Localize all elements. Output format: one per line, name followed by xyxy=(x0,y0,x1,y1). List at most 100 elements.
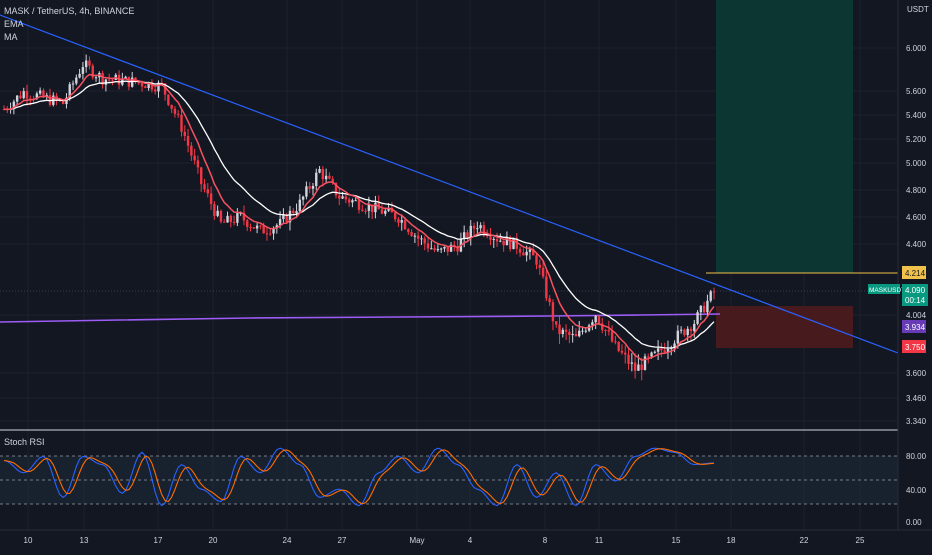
time-axis[interactable]: 10 13 17 20 24 27 May 4 8 11 15 18 22 25 xyxy=(24,536,865,545)
last-price-label: 4.090 xyxy=(905,286,926,295)
countdown-label: 00:14 xyxy=(905,296,926,305)
candle-body xyxy=(183,131,186,137)
candle-body xyxy=(502,240,505,246)
time-tick-label: 4 xyxy=(468,536,473,545)
profit-zone[interactable] xyxy=(716,0,853,273)
loss-zone[interactable] xyxy=(716,306,853,348)
time-tick-label: 11 xyxy=(595,536,604,545)
candle-body xyxy=(229,215,233,222)
candle-body xyxy=(384,210,387,214)
candle-body xyxy=(71,83,75,85)
candle-body xyxy=(81,67,85,74)
time-tick-label: 13 xyxy=(80,536,89,545)
stoch-band xyxy=(0,456,898,504)
candle-body xyxy=(472,225,476,229)
candle-body xyxy=(676,330,680,344)
candle-body xyxy=(242,212,246,221)
candle-body xyxy=(223,221,226,223)
candle-body xyxy=(393,212,397,220)
candle-body xyxy=(94,77,98,79)
candle-body xyxy=(647,356,650,358)
candle-body xyxy=(370,204,374,213)
candle-body xyxy=(361,209,364,211)
candle-body xyxy=(610,331,614,342)
candle-body xyxy=(489,236,492,240)
candle-body xyxy=(548,298,551,303)
candle-body xyxy=(12,101,16,109)
candle-body xyxy=(272,228,275,234)
target-price-label: 4.214 xyxy=(905,269,926,278)
downtrend-line[interactable] xyxy=(0,14,899,354)
candle-body xyxy=(614,341,617,343)
ma-value-label: 3.934 xyxy=(905,323,926,332)
candle-body xyxy=(259,225,262,227)
candle-body xyxy=(555,321,558,325)
candle-body xyxy=(423,238,426,244)
candle-body xyxy=(285,214,288,223)
price-axis[interactable]: 6.000 5.600 5.400 5.200 5.000 4.800 4.600 4.400… xyxy=(906,44,927,426)
candle-body xyxy=(298,199,302,212)
candle-body xyxy=(364,210,367,212)
candle-body xyxy=(170,104,173,109)
candle-body xyxy=(466,232,469,239)
indicator-ma-label[interactable]: MA xyxy=(4,32,18,42)
candle-body xyxy=(347,199,351,203)
candle-body xyxy=(397,219,400,223)
stop-price-label: 3.750 xyxy=(905,343,926,352)
candle-body xyxy=(163,83,167,95)
candle-body xyxy=(706,300,709,313)
candle-body xyxy=(528,249,532,252)
candle-body xyxy=(75,77,78,84)
candle-body xyxy=(702,305,706,313)
candle-body xyxy=(219,210,223,222)
stoch-tick-label: 0.00 xyxy=(906,518,922,527)
candle-body xyxy=(561,329,564,335)
candle-body xyxy=(574,334,578,337)
price-tick-label: 5.000 xyxy=(906,159,927,168)
candle-body xyxy=(413,235,417,237)
candle-body xyxy=(295,211,298,214)
candle-body xyxy=(696,312,699,324)
candle-body xyxy=(604,329,607,331)
candle-body xyxy=(150,82,154,90)
candle-body xyxy=(387,207,390,211)
candle-body xyxy=(449,244,453,252)
candle-body xyxy=(656,348,660,352)
candle-body xyxy=(578,330,581,337)
candle-body xyxy=(545,276,548,299)
candle-body xyxy=(462,232,466,240)
price-tick-label: 5.400 xyxy=(906,111,927,120)
candle-body xyxy=(48,95,52,105)
time-tick-label: 17 xyxy=(154,536,163,545)
stoch-d-line xyxy=(3,448,715,505)
candle-body xyxy=(246,220,249,227)
stoch-axis[interactable]: 80.00 40.00 0.00 xyxy=(906,452,927,527)
candle-body xyxy=(643,356,647,370)
currency-label: USDT xyxy=(907,5,929,14)
stoch-tick-label: 80.00 xyxy=(906,452,927,461)
candle-body xyxy=(334,182,338,196)
candle-body xyxy=(137,82,140,84)
candle-body xyxy=(35,93,39,99)
candle-body xyxy=(624,352,627,355)
candle-body xyxy=(538,264,541,268)
candle-body xyxy=(196,160,200,168)
candle-body xyxy=(311,185,315,189)
symbol-tag xyxy=(868,284,900,294)
candle-body xyxy=(262,225,265,234)
indicator-ema-label[interactable]: EMA xyxy=(4,19,24,29)
price-tick-label: 5.600 xyxy=(906,87,927,96)
candle-body xyxy=(107,79,111,81)
price-tick-label: 5.200 xyxy=(906,135,927,144)
stop-price-tag xyxy=(902,340,926,353)
candle-body xyxy=(154,89,157,92)
symbol-title[interactable]: MASK / TetherUS, 4h, BINANCE xyxy=(4,6,135,16)
price-tick-label: 4.004 xyxy=(906,311,927,320)
candle-body xyxy=(518,248,522,253)
candle-body xyxy=(180,114,183,132)
stoch-rsi-label[interactable]: Stoch RSI xyxy=(4,437,45,447)
candle-body xyxy=(597,316,601,324)
candle-body xyxy=(620,350,624,353)
candle-body xyxy=(686,328,689,336)
